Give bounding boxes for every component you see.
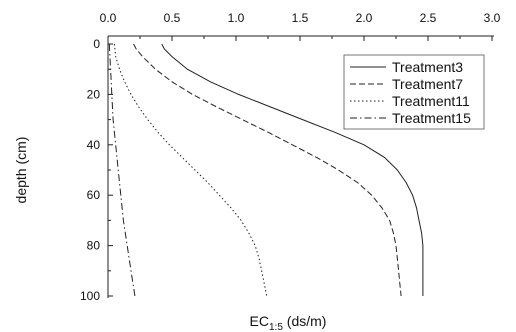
y-tick-label: 80: [87, 239, 101, 253]
y-tick-label: 20: [87, 87, 101, 101]
x-axis-title: EC1:5 (ds/m): [250, 313, 327, 332]
x-tick-label: 1.5: [292, 11, 309, 25]
x-axis-title-subscript: 1:5: [269, 322, 283, 332]
legend-entry-label: Treatment15: [392, 110, 471, 126]
legend: Treatment3Treatment7Treatment11Treatment…: [343, 54, 485, 130]
x-tick-label: 0.0: [100, 11, 117, 25]
y-tick-label: 40: [87, 138, 101, 152]
y-tick-label: 100: [80, 289, 100, 303]
x-tick-label: 2.0: [356, 11, 373, 25]
x-axis-title-units: (ds/m): [283, 313, 327, 329]
x-tick-label: 1.0: [228, 11, 245, 25]
x-axis-title-main: EC: [250, 313, 269, 329]
legend-entry-label: Treatment7: [392, 76, 463, 92]
legend-entry-label: Treatment11: [392, 93, 470, 109]
x-tick-label: 2.5: [420, 11, 437, 25]
series-line-treatment11: [113, 43, 268, 297]
legend-entry-label: Treatment3: [392, 59, 463, 75]
axes: 0.0 0.5 1.0 1.5 2.0 2.5 3.0 0 20 40 60 80 100: [80, 11, 501, 303]
y-tick-label: 60: [87, 188, 101, 202]
y-axis-title: depth (cm): [13, 137, 29, 204]
series-lines: [108, 43, 424, 297]
series-line-treatment7: [133, 43, 402, 297]
x-tick-label: 3.0: [484, 11, 501, 25]
series-line-treatment15: [108, 43, 136, 297]
series-line-treatment3: [161, 43, 424, 296]
y-tick-label: 0: [93, 37, 100, 51]
x-tick-label: 0.5: [164, 11, 181, 25]
